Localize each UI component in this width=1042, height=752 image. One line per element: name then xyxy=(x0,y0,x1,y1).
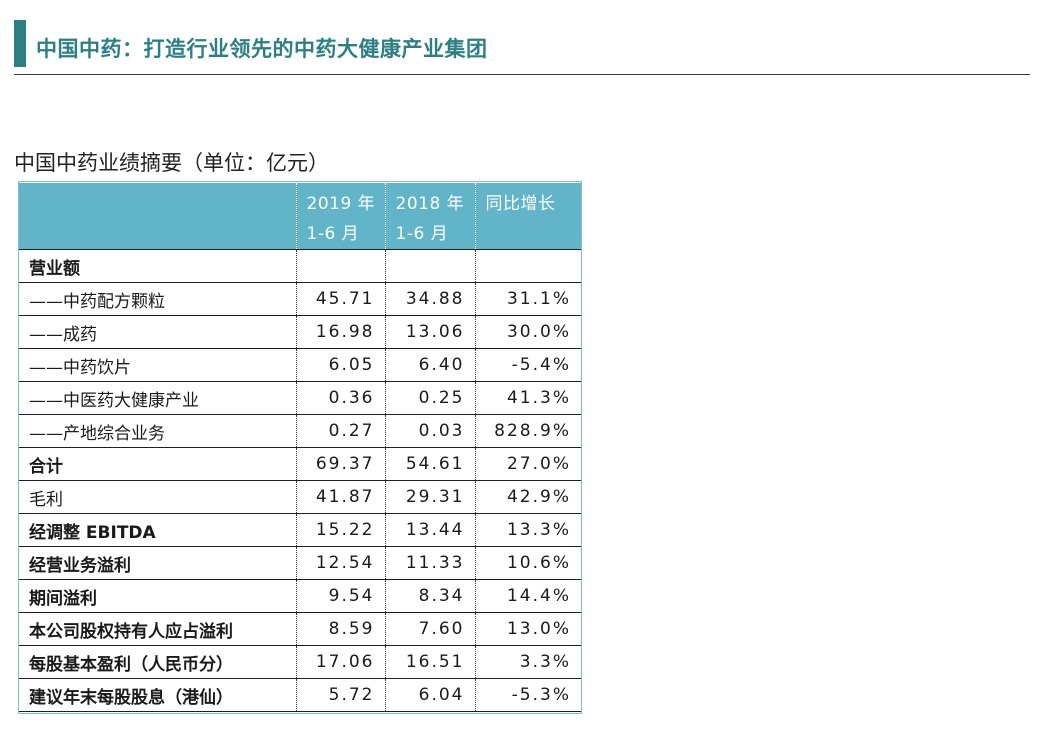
row-label: 建议年末每股股息（港仙） xyxy=(19,678,296,712)
header-label-line2: 1-6 月 xyxy=(306,224,360,244)
value-2019: 15.22 xyxy=(295,513,385,547)
table-row: 毛利 41.87 29.31 42.9% xyxy=(19,480,581,514)
value-2019 xyxy=(295,249,385,283)
value-2018: 11.33 xyxy=(384,546,475,580)
header-label-line2: 1-6 月 xyxy=(395,224,449,244)
table-caption: 中国中药业绩摘要（单位：亿元） xyxy=(14,151,329,175)
value-2019: 69.37 xyxy=(295,447,385,481)
value-yoy: 31.1% xyxy=(474,282,581,316)
header-label-line1 xyxy=(19,183,296,189)
value-yoy: -5.4% xyxy=(474,348,581,382)
header-label-line1: 同比增长 xyxy=(485,194,556,214)
value-yoy: 10.6% xyxy=(474,546,581,580)
value-2018: 29.31 xyxy=(384,480,475,514)
row-label: 经调整 EBITDA xyxy=(19,513,296,547)
value-2018: 6.04 xyxy=(384,678,475,712)
row-label: ——中医药大健康产业 xyxy=(19,381,296,415)
table-row: ——产地综合业务 0.27 0.03 828.9% xyxy=(19,414,581,448)
value-2018: 54.61 xyxy=(384,447,475,481)
value-2018: 13.06 xyxy=(384,315,475,349)
value-2018: 0.03 xyxy=(384,414,475,448)
value-yoy: -5.3% xyxy=(474,678,581,712)
value-2019: 8.59 xyxy=(295,612,385,646)
value-2019: 0.36 xyxy=(295,381,385,415)
table-row: ——中药饮片 6.05 6.40 -5.4% xyxy=(19,348,581,382)
value-2019: 45.71 xyxy=(295,282,385,316)
row-label: 毛利 xyxy=(19,480,296,514)
table-row: 建议年末每股股息（港仙） 5.72 6.04 -5.3% xyxy=(19,678,581,712)
accent-bar xyxy=(14,20,26,67)
row-label: 期间溢利 xyxy=(19,579,296,613)
table-row: 经调整 EBITDA 15.22 13.44 13.3% xyxy=(19,513,581,547)
row-label: ——中药配方颗粒 xyxy=(19,282,296,316)
value-2019: 12.54 xyxy=(295,546,385,580)
value-yoy: 3.3% xyxy=(474,645,581,679)
table-row: ——中医药大健康产业 0.36 0.25 41.3% xyxy=(19,381,581,415)
value-yoy: 42.9% xyxy=(474,480,581,514)
value-2018: 8.34 xyxy=(384,579,475,613)
value-2019: 16.98 xyxy=(295,315,385,349)
header-label-line1: 2018 年 xyxy=(395,194,465,214)
value-2019: 5.72 xyxy=(295,678,385,712)
row-label: ——中药饮片 xyxy=(19,348,296,382)
page-header: 中国中药：打造行业领先的中药大健康产业集团 xyxy=(14,20,1030,75)
value-2019: 41.87 xyxy=(295,480,385,514)
value-yoy: 13.0% xyxy=(474,612,581,646)
page-title: 中国中药：打造行业领先的中药大健康产业集团 xyxy=(36,37,488,61)
row-label: 每股基本盈利（人民币分） xyxy=(19,645,296,679)
value-2018: 34.88 xyxy=(384,282,475,316)
row-label: ——成药 xyxy=(19,315,296,349)
value-2019: 17.06 xyxy=(295,645,385,679)
value-2018: 13.44 xyxy=(384,513,475,547)
value-2018 xyxy=(384,249,475,283)
value-yoy xyxy=(474,249,581,283)
value-2019: 9.54 xyxy=(295,579,385,613)
value-2018: 0.25 xyxy=(384,381,475,415)
value-yoy: 14.4% xyxy=(474,579,581,613)
header-cell-2018: 2018 年 1-6 月 xyxy=(384,182,475,250)
row-label: 本公司股权持有人应占溢利 xyxy=(19,612,296,646)
value-2018: 7.60 xyxy=(384,612,475,646)
table-row: 经营业务溢利 12.54 11.33 10.6% xyxy=(19,546,581,580)
header-cell-2019: 2019 年 1-6 月 xyxy=(295,182,385,250)
table-row: ——成药 16.98 13.06 30.0% xyxy=(19,315,581,349)
value-2019: 0.27 xyxy=(295,414,385,448)
header-cell-yoy: 同比增长 xyxy=(474,182,581,250)
value-2019: 6.05 xyxy=(295,348,385,382)
header-cell-item xyxy=(19,182,296,250)
table-row: 营业额 xyxy=(19,249,581,283)
value-2018: 16.51 xyxy=(384,645,475,679)
table-row: 期间溢利 9.54 8.34 14.4% xyxy=(19,579,581,613)
row-label: ——产地综合业务 xyxy=(19,414,296,448)
table-header-row: 2019 年 1-6 月 2018 年 1-6 月 同比增长 xyxy=(19,182,581,250)
value-yoy: 13.3% xyxy=(474,513,581,547)
header-label-line1: 2019 年 xyxy=(306,194,376,214)
value-yoy: 41.3% xyxy=(474,381,581,415)
table-row: 合计 69.37 54.61 27.0% xyxy=(19,447,581,481)
value-2018: 6.40 xyxy=(384,348,475,382)
performance-summary-table: 2019 年 1-6 月 2018 年 1-6 月 同比增长 营业额 ——中药配方… xyxy=(19,182,581,712)
table-row: 每股基本盈利（人民币分） 17.06 16.51 3.3% xyxy=(19,645,581,679)
table-row: ——中药配方颗粒 45.71 34.88 31.1% xyxy=(19,282,581,316)
row-label: 合计 xyxy=(19,447,296,481)
row-label: 营业额 xyxy=(19,249,296,283)
value-yoy: 30.0% xyxy=(474,315,581,349)
value-yoy: 27.0% xyxy=(474,447,581,481)
value-yoy: 828.9% xyxy=(474,414,581,448)
table-row: 本公司股权持有人应占溢利 8.59 7.60 13.0% xyxy=(19,612,581,646)
row-label: 经营业务溢利 xyxy=(19,546,296,580)
